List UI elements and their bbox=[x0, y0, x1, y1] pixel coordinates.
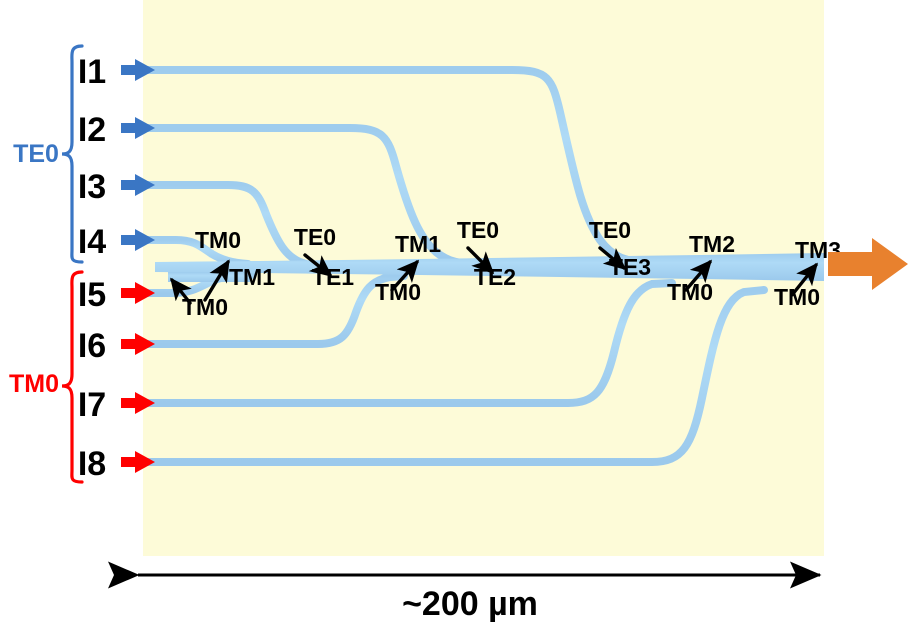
input-port-labels: I1 I2 I3 I4 I5 I6 I7 I8 bbox=[78, 53, 106, 483]
waveguide-i8 bbox=[139, 286, 768, 466]
arrow-te0-a bbox=[303, 253, 333, 277]
waveguide-i7 bbox=[139, 279, 676, 407]
group-label-tm0: TM0 bbox=[9, 370, 59, 398]
output-arrow bbox=[828, 238, 908, 290]
mode-label-te0-c: TE0 bbox=[589, 217, 631, 243]
input-arrow-i6 bbox=[121, 333, 155, 355]
input-arrow-i3 bbox=[121, 174, 155, 196]
port-label-i7: I7 bbox=[78, 386, 106, 424]
input-arrow-i4 bbox=[121, 229, 155, 251]
mode-conversion-labels: TM0TM1TM0TE0TE1TM1TM0TE0TE2TE0TE3TM2TM0T… bbox=[182, 217, 841, 320]
polarization-group-braces bbox=[61, 44, 84, 484]
mode-label-te0-a: TE0 bbox=[294, 224, 336, 250]
input-arrow-i1 bbox=[121, 59, 155, 81]
arrow-tm2-a bbox=[684, 259, 712, 292]
port-label-i1: I1 bbox=[78, 53, 106, 91]
port-label-i5: I5 bbox=[78, 276, 106, 314]
mode-label-tm2-a: TM2 bbox=[689, 231, 735, 257]
mode-label-tm0-a: TM0 bbox=[195, 227, 241, 253]
port-label-i3: I3 bbox=[78, 168, 106, 206]
mode-label-te3-a: TE3 bbox=[609, 254, 651, 280]
mode-label-tm0-b: TM0 bbox=[182, 294, 228, 320]
port-label-i2: I2 bbox=[78, 111, 106, 149]
input-arrow-i2 bbox=[121, 117, 155, 139]
arrow-te0-c bbox=[598, 246, 627, 270]
arrow-tm0-b bbox=[170, 277, 192, 305]
waveguide-i6 bbox=[139, 272, 408, 348]
mode-label-te2-a: TE2 bbox=[474, 264, 516, 290]
input-arrow-i5 bbox=[121, 282, 155, 304]
port-label-i6: I6 bbox=[78, 327, 106, 365]
dimension-label: ~200 µm bbox=[402, 585, 538, 623]
mode-annotation-arrows bbox=[170, 246, 818, 305]
mode-label-tm0-d: TM0 bbox=[667, 279, 713, 305]
port-label-i8: I8 bbox=[78, 445, 106, 483]
arrow-te0-b bbox=[466, 246, 495, 275]
brace-te-group bbox=[61, 44, 84, 264]
mode-label-tm0-e: TM0 bbox=[774, 284, 820, 310]
group-label-te0: TE0 bbox=[13, 140, 59, 168]
dimension-annotation: ~200 µm bbox=[108, 561, 822, 623]
arrow-tm0-a bbox=[203, 259, 230, 302]
mode-label-tm1-b: TM1 bbox=[395, 231, 441, 257]
input-arrow-i8 bbox=[121, 451, 155, 473]
brace-tm-group bbox=[61, 270, 84, 484]
mode-label-te1-a: TE1 bbox=[312, 264, 354, 290]
mode-label-te0-b: TE0 bbox=[457, 217, 499, 243]
mode-label-tm0-c: TM0 bbox=[375, 279, 421, 305]
input-port-arrows bbox=[121, 59, 155, 473]
arrow-tm3-a bbox=[790, 262, 818, 297]
output-arrow-shape bbox=[828, 238, 908, 290]
arrow-tm1-b bbox=[390, 259, 420, 292]
port-label-i4: I4 bbox=[78, 223, 106, 261]
input-arrow-i7 bbox=[121, 392, 155, 414]
mode-label-tm1-a: TM1 bbox=[229, 264, 275, 290]
